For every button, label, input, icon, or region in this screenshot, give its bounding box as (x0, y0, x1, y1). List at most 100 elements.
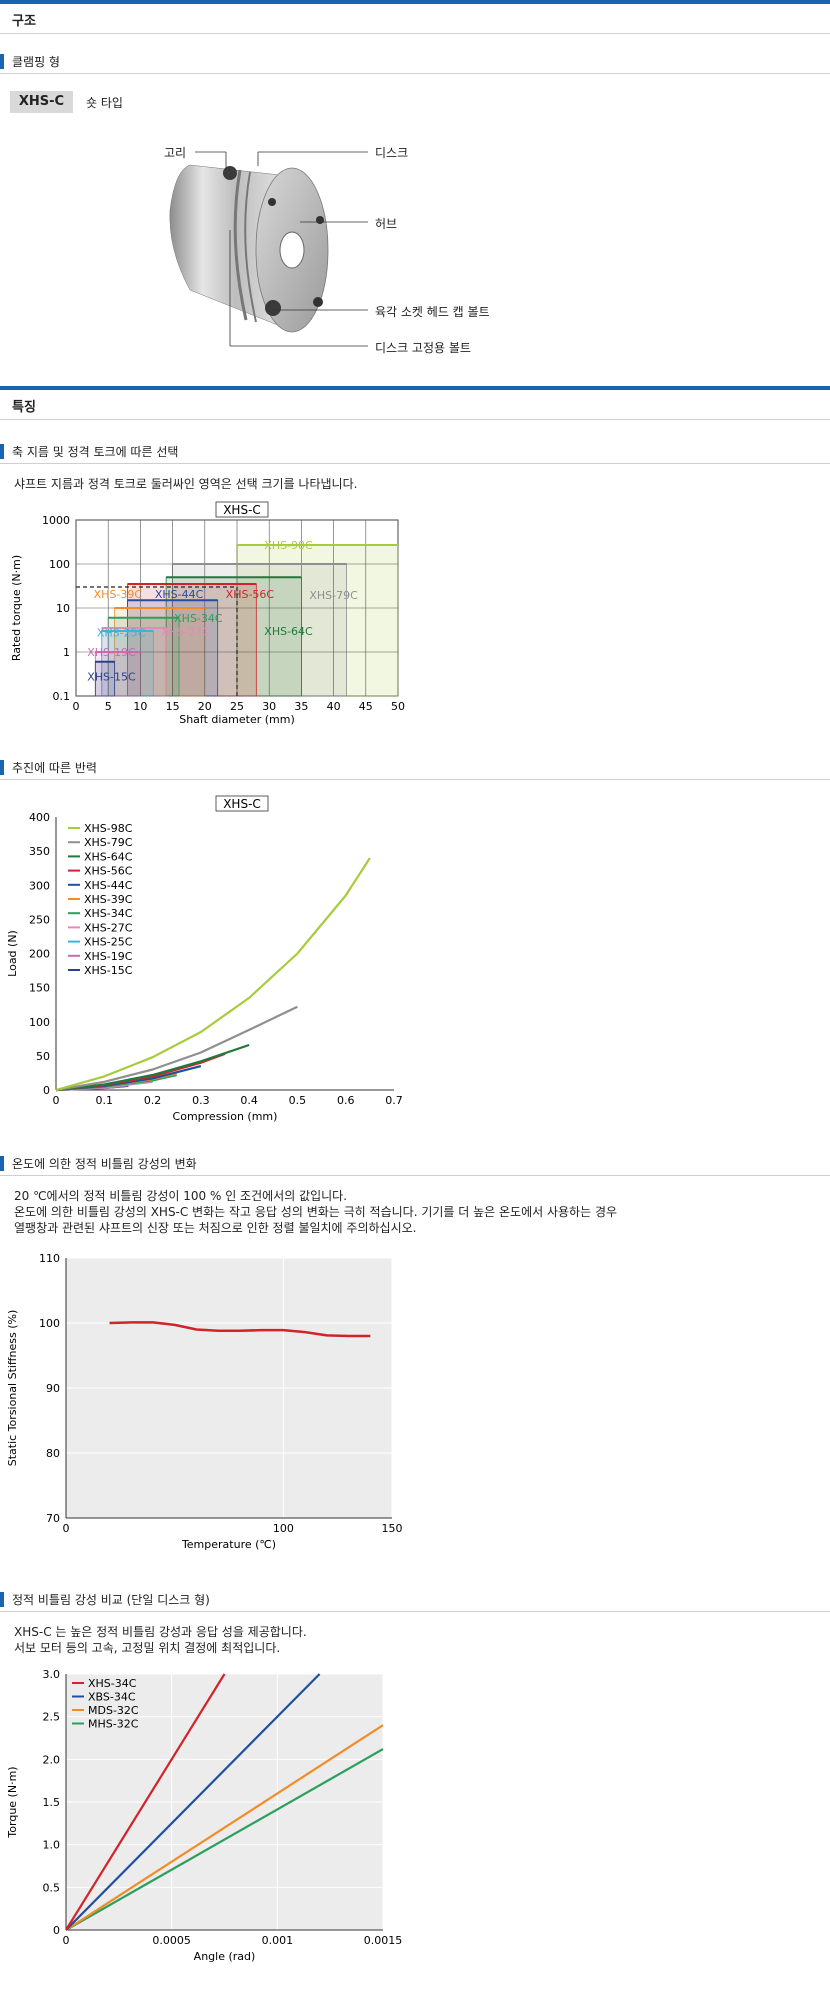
stiffness-desc-line: XHS-C 는 높은 정적 비틀림 강성과 응답 성을 제공합니다. (14, 1625, 307, 1639)
x-tick-label: 0.2 (144, 1094, 162, 1107)
x-tick-label: 0.4 (240, 1094, 258, 1107)
temperature-subtitle: 온도에 의한 정적 비틀림 강성의 변화 (12, 1157, 197, 1171)
selection-area-XHS-98C (236, 544, 399, 697)
label-disc: 디스크 (375, 146, 409, 160)
y-tick-label: 350 (29, 845, 50, 858)
selection-description: 샤프트 지름과 정격 토크로 둘러싸인 영역은 선택 크기를 나타냅니다. (14, 477, 358, 491)
legend-label-XHS-34C: XHS-34C (84, 907, 133, 920)
y-tick-label: 100 (39, 1317, 60, 1330)
y-axis-label: Static Torsional Stiffness (%) (6, 1310, 19, 1467)
y-tick-label: 0 (53, 1924, 60, 1937)
series-label-XHS-98C: XHS-98C (264, 539, 313, 552)
model-badge: XHS-C (10, 91, 73, 113)
x-tick-label: 0 (63, 1522, 70, 1535)
x-tick-label: 0 (63, 1934, 70, 1947)
x-axis-label: Angle (rad) (194, 1950, 256, 1963)
y-tick-label: 100 (29, 1016, 50, 1029)
selection-subheader: 축 지름 및 정격 토크에 따른 선택 (0, 440, 830, 464)
x-tick-label: 35 (294, 700, 308, 713)
structure-section-title: 구조 (12, 14, 36, 29)
chart-title-box (215, 501, 269, 518)
series-line-XHS-64C (55, 1043, 250, 1092)
x-tick-label: 0.6 (337, 1094, 355, 1107)
leader-lines (195, 151, 368, 347)
legend-label-XHS-79C: XHS-79C (84, 836, 133, 849)
y-tick-label: 1.0 (43, 1839, 61, 1852)
series-label-XHS-19C: XHS-19C (87, 646, 136, 659)
x-tick-label: 30 (262, 700, 276, 713)
y-tick-label: 1 (63, 646, 70, 659)
x-axis-label: Compression (mm) (173, 1110, 278, 1123)
series-label-XHS-79C: XHS-79C (309, 589, 358, 602)
y-tick-label: 3.0 (43, 1668, 61, 1681)
x-tick-label: 40 (327, 700, 341, 713)
x-tick-label: 25 (230, 700, 244, 713)
legend-label-XBS-34C: XBS-34C (88, 1691, 136, 1704)
y-tick-label: 100 (49, 558, 70, 571)
legend-label-XHS-39C: XHS-39C (84, 893, 133, 906)
x-tick-label: 0.5 (289, 1094, 307, 1107)
label-ring: 고리 (164, 146, 187, 160)
legend-label-MHS-32C: MHS-32C (88, 1718, 139, 1731)
x-tick-label: 15 (166, 700, 180, 713)
y-tick-label: 250 (29, 913, 50, 926)
features-section-header: 특징 (0, 386, 830, 420)
temperature-description: 20 ℃에서의 정적 비틀림 강성이 100 % 인 조건에서의 값입니다. 온… (14, 1188, 617, 1236)
y-tick-label: 90 (46, 1382, 60, 1395)
legend-label-XHS-34C: XHS-34C (88, 1677, 137, 1690)
series-line-XHS-79C (55, 1005, 298, 1092)
series-label-XHS-39C: XHS-39C (94, 588, 143, 601)
y-axis-label: Load (N) (6, 930, 19, 977)
y-tick-label: 110 (39, 1252, 60, 1265)
selection-chart: XHS-98C XHS-79C XHS-64C XHS-56C XHS-44C XHS-3… (10, 501, 405, 726)
features-section-title: 특징 (12, 400, 36, 415)
x-tick-label: 0.3 (192, 1094, 210, 1107)
temperature-desc-line: 20 ℃에서의 정적 비틀림 강성이 100 % 인 조건에서의 값입니다. (14, 1189, 348, 1203)
x-tick-label: 0 (73, 700, 80, 713)
reaction-subtitle: 추진에 따른 반력 (12, 761, 97, 775)
clamping-subtitle: 클램핑 형 (12, 55, 60, 69)
x-tick-label: 100 (273, 1522, 294, 1535)
coupling-illustration (169, 151, 368, 347)
reaction-subheader: 추진에 따른 반력 (0, 756, 830, 780)
x-tick-label: 0.0015 (364, 1934, 403, 1947)
y-tick-label: 80 (46, 1447, 60, 1460)
series-label-XHS-44C: XHS-44C (155, 588, 204, 601)
model-type: 숏 타입 (86, 96, 123, 110)
x-tick-label: 150 (382, 1522, 403, 1535)
stiffness-subheader: 정적 비틀림 강성 비교 (단일 디스크 형) (0, 1588, 830, 1612)
series-line-MHS-32C (65, 1748, 384, 1931)
y-tick-label: 1000 (42, 514, 70, 527)
y-tick-label: 0.1 (53, 690, 71, 703)
label-hub: 허브 (375, 217, 398, 231)
stiffness-subtitle: 정적 비틀림 강성 비교 (단일 디스크 형) (12, 1593, 210, 1607)
x-tick-label: 0.0005 (152, 1934, 191, 1947)
y-tick-label: 50 (36, 1050, 50, 1063)
y-tick-label: 0 (43, 1084, 50, 1097)
chart-title: XHS-C (223, 503, 261, 517)
clamping-subheader: 클램핑 형 (0, 50, 830, 74)
series-label-XHS-25C: XHS-25C (97, 626, 146, 639)
x-tick-label: 50 (391, 700, 405, 713)
selection-area-XHS-64C (165, 576, 302, 697)
y-tick-label: 200 (29, 948, 50, 961)
series-label-XHS-27C: XHS-27C (161, 626, 210, 639)
series-line-XHS-98C (55, 857, 371, 1092)
x-tick-label: 0.7 (385, 1094, 403, 1107)
y-tick-label: 10 (56, 602, 70, 615)
stiffness-desc-line: 서보 모터 등의 고속, 고정밀 위치 결정에 최적입니다. (14, 1641, 281, 1655)
x-tick-label: 20 (198, 700, 212, 713)
y-tick-label: 150 (29, 982, 50, 995)
series-line-MDS-32C (65, 1724, 384, 1931)
chart-title-box (215, 795, 269, 812)
marker-dashed-line (76, 586, 238, 696)
structure-section-header: 구조 (0, 0, 830, 34)
series-label-XHS-64C: XHS-64C (264, 625, 313, 638)
reaction-chart: 0 0.1 0.2 0.3 0.4 0.5 0.6 0.7 0 50 100 150 200 250 300… (6, 795, 403, 1123)
series-label-XHS-15C: XHS-15C (87, 670, 136, 683)
label-hex-bolt: 육각 소켓 헤드 캡 볼트 (375, 305, 490, 319)
legend-label-XHS-56C: XHS-56C (84, 865, 133, 878)
series-label-XHS-34C: XHS-34C (174, 612, 223, 625)
y-tick-label: 2.5 (43, 1711, 61, 1724)
series-line (109, 1321, 371, 1338)
